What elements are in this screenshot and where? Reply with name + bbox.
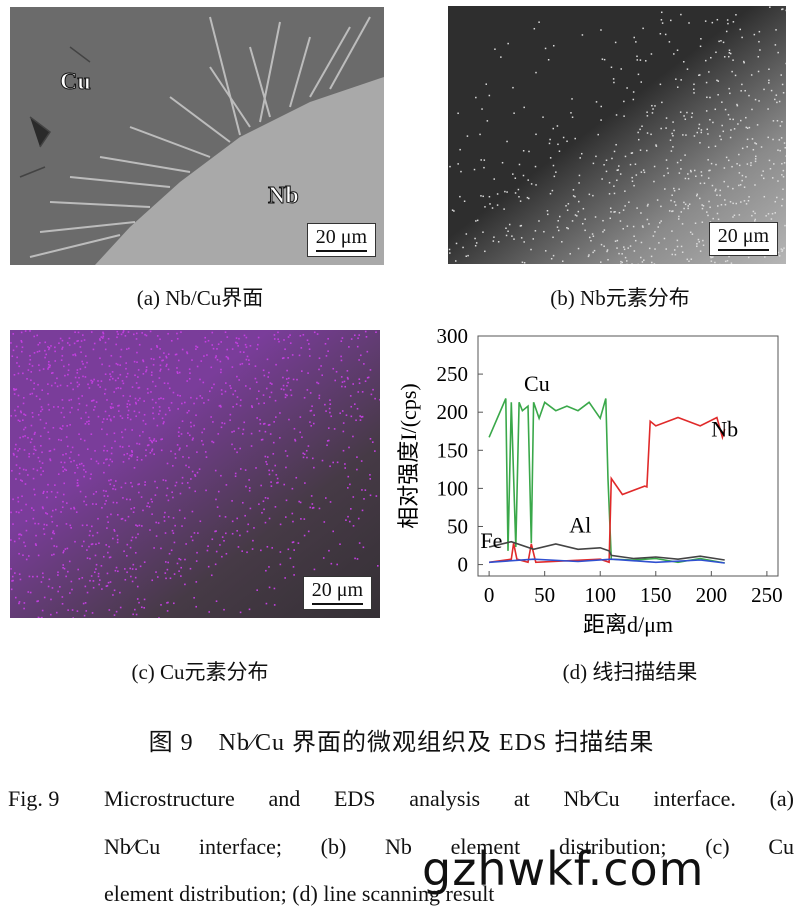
y-tick-label: 200 (437, 400, 469, 424)
annotation-cu: Cu (524, 371, 550, 396)
annotation-fe: Fe (480, 528, 502, 553)
scale-bar-label: 20 μm (311, 579, 363, 601)
x-tick-label: 50 (534, 583, 555, 607)
eds-map-cu: 20 μm (10, 330, 380, 618)
annotation-nb: Nb (711, 417, 738, 442)
label-cu: Cu (60, 69, 92, 96)
nb-map-texture (448, 6, 786, 264)
caption-line-2: Nb∕Cu interface; (b) Nb element distribu… (104, 834, 794, 859)
sem-texture (10, 7, 384, 265)
watermark: gzhwkf.com (422, 842, 705, 896)
fig-prefix: Fig. 9 (8, 786, 60, 811)
y-tick-label: 0 (458, 553, 469, 577)
caption-c: (c) Cu元素分布 (131, 660, 269, 684)
y-tick-label: 250 (437, 362, 469, 386)
y-axis-label: 相对强度I/(cps) (396, 383, 421, 528)
eds-map-nb: 20 μm (448, 6, 786, 264)
line-scan-chart: 0 50 100 150 200 250 0 50 100 150 200 250 300 距离d/μm 相… (396, 324, 783, 637)
label-nb: Nb (268, 183, 300, 210)
cu-map-texture (10, 330, 380, 618)
scale-bar: 20 μm (306, 223, 376, 257)
x-tick-label: 250 (751, 583, 783, 607)
y-tick-label: 300 (437, 324, 469, 348)
caption-a: (a) Nb/Cu界面 (136, 286, 264, 310)
series-cu (488, 398, 725, 564)
scale-bar-label: 20 μm (717, 225, 769, 247)
plot-frame (477, 335, 779, 577)
series-fe (489, 558, 725, 564)
y-tick-label: 100 (437, 476, 469, 500)
x-tick-label: 200 (696, 583, 728, 607)
x-axis-label: 距离d/μm (583, 612, 673, 637)
caption-line-1: Microstructure and EDS analysis at Nb∕Cu… (104, 786, 794, 811)
caption-line-3: element distribution; (d) line scanning … (104, 881, 495, 906)
y-tick-label: 50 (447, 514, 468, 538)
x-tick-label: 150 (640, 583, 672, 607)
caption-d: (d) 线扫描结果 (562, 660, 698, 684)
annotation-al: Al (569, 513, 591, 538)
scale-bar: 20 μm (302, 576, 372, 610)
scale-bar-label: 20 μm (315, 226, 367, 248)
x-tick-label: 0 (484, 583, 495, 607)
series-al (488, 540, 725, 561)
figure-title: 图 9 Nb∕Cu 界面的微观组织及 EDS 扫描结果 (148, 730, 655, 756)
caption-b: (b) Nb元素分布 (550, 286, 690, 310)
x-tick-label: 100 (584, 583, 616, 607)
sem-image-interface: Cu Nb 20 μm (10, 7, 384, 265)
scale-bar: 20 μm (708, 222, 778, 256)
y-tick-label: 150 (437, 438, 469, 462)
